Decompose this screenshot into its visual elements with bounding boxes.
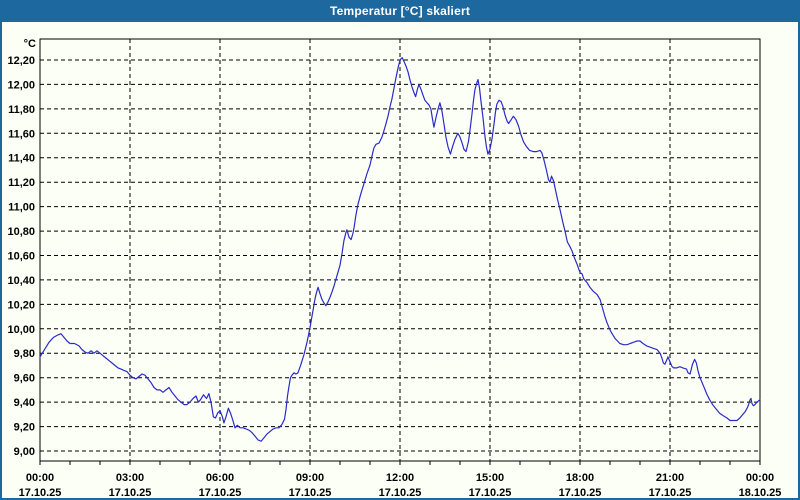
x-time-label: 06:00 bbox=[206, 472, 234, 484]
x-date-label: 17.10.25 bbox=[649, 487, 692, 499]
y-tick-label: 12,20 bbox=[7, 55, 35, 67]
y-tick-label: 9,80 bbox=[14, 348, 35, 360]
x-time-label: 00:00 bbox=[746, 472, 774, 484]
y-unit-label: °C bbox=[24, 38, 36, 50]
temperature-line bbox=[39, 56, 761, 442]
y-tick-label: 10,00 bbox=[7, 324, 35, 336]
x-date-label: 17.10.25 bbox=[379, 487, 422, 499]
plot-frame bbox=[39, 38, 761, 462]
y-tick-label: 11,80 bbox=[8, 104, 35, 116]
y-tick-label: 12,00 bbox=[7, 79, 35, 91]
x-time-label: 21:00 bbox=[656, 472, 684, 484]
y-tick-label: 11,60 bbox=[8, 128, 35, 140]
x-date-label: 17.10.25 bbox=[19, 487, 62, 499]
x-time-label: 18:00 bbox=[566, 472, 594, 484]
x-time-label: 15:00 bbox=[476, 472, 504, 484]
y-tick-label: 9,40 bbox=[14, 397, 35, 409]
y-tick-label: 10,60 bbox=[7, 251, 35, 263]
x-date-label: 17.10.25 bbox=[559, 487, 602, 499]
x-date-label: 17.10.25 bbox=[469, 487, 512, 499]
y-tick-label: 9,00 bbox=[14, 446, 35, 458]
y-tick-label: 9,60 bbox=[14, 373, 35, 385]
x-time-label: 09:00 bbox=[296, 472, 324, 484]
x-time-label: 00:00 bbox=[26, 472, 54, 484]
y-tick-label: 11,40 bbox=[8, 153, 35, 165]
x-date-label: 17.10.25 bbox=[289, 487, 332, 499]
window-title: Temperatur [°C] skaliert bbox=[329, 4, 471, 18]
y-tick-label: 9,20 bbox=[14, 422, 35, 434]
y-tick-label: 11,20 bbox=[8, 177, 35, 189]
y-tick-label: 10,20 bbox=[7, 299, 35, 311]
x-date-label: 17.10.25 bbox=[109, 487, 152, 499]
x-time-label: 12:00 bbox=[386, 472, 414, 484]
x-date-label: 17.10.25 bbox=[199, 487, 242, 499]
x-date-label: 18.10.25 bbox=[739, 487, 782, 499]
y-tick-label: 10,80 bbox=[7, 226, 35, 238]
y-tick-label: 10,40 bbox=[7, 275, 35, 287]
titlebar: Temperatur [°C] skaliert bbox=[0, 0, 800, 22]
y-tick-label: 11,00 bbox=[8, 202, 35, 214]
x-time-label: 03:00 bbox=[116, 472, 144, 484]
